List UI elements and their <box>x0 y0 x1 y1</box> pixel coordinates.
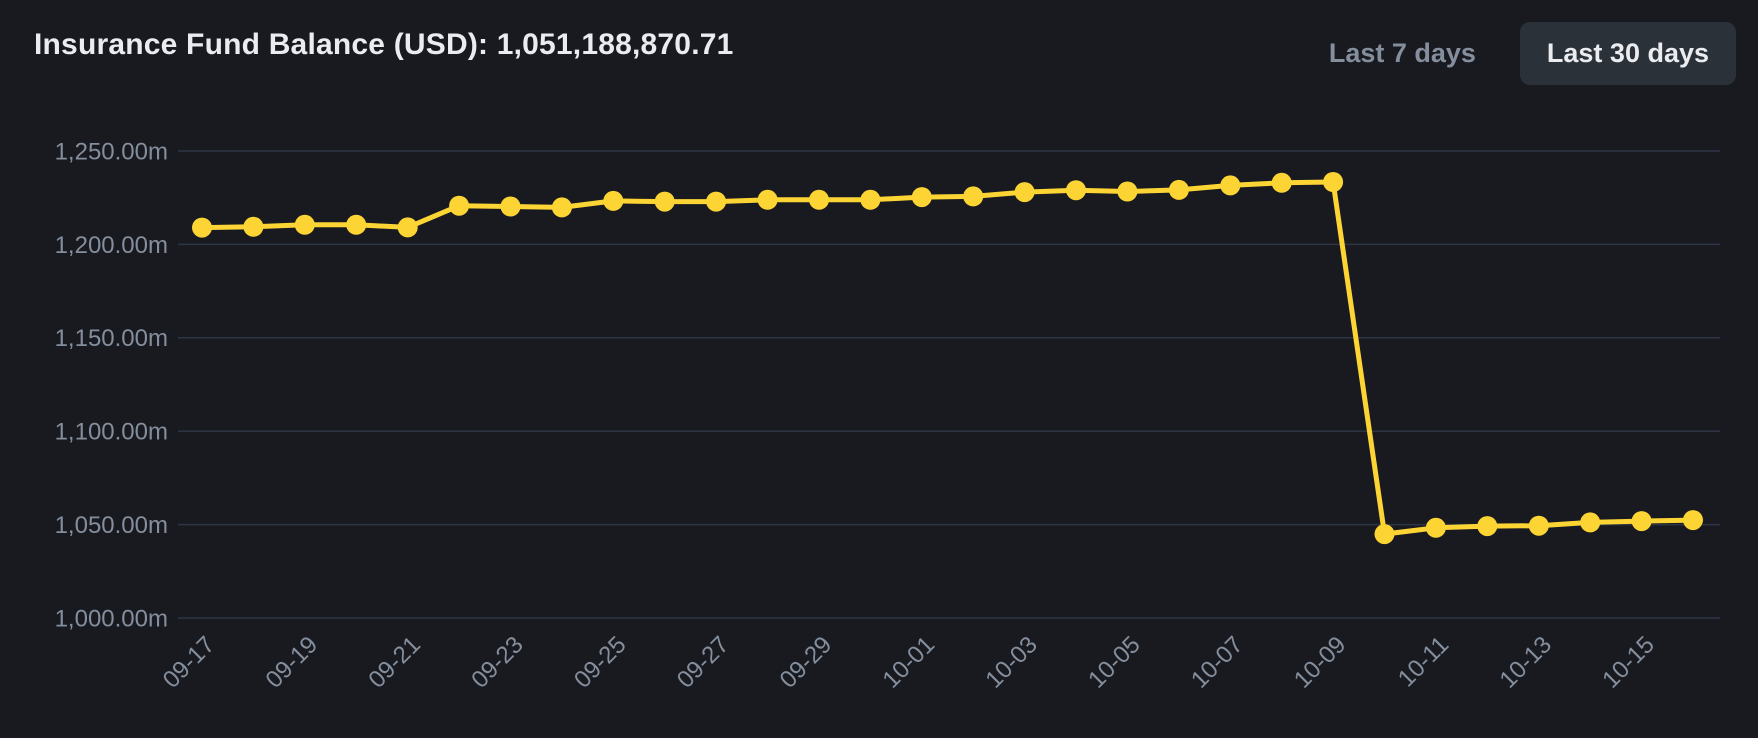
data-point[interactable] <box>1528 515 1549 536</box>
data-point[interactable] <box>706 191 727 212</box>
x-axis-tick-label: 09-29 <box>775 631 838 694</box>
x-axis-tick-label: 10-05 <box>1083 631 1146 694</box>
data-point[interactable] <box>243 216 264 237</box>
y-axis-tick-label: 1,000.00m <box>55 605 168 632</box>
data-point[interactable] <box>1477 516 1498 537</box>
y-axis-tick-label: 1,100.00m <box>55 419 168 446</box>
data-point[interactable] <box>757 189 778 210</box>
x-axis-tick-label: 10-11 <box>1393 631 1454 692</box>
x-axis-tick-label: 09-21 <box>363 631 426 694</box>
x-axis-tick-label: 09-19 <box>261 631 324 694</box>
x-axis-tick-label: 09-23 <box>466 631 529 694</box>
data-point[interactable] <box>397 217 418 238</box>
data-point[interactable] <box>551 197 572 218</box>
data-point[interactable] <box>1168 179 1189 200</box>
data-point[interactable] <box>449 195 470 216</box>
x-axis-tick-label: 10-07 <box>1186 631 1249 694</box>
data-point[interactable] <box>294 214 315 235</box>
tab-last-30-days[interactable]: Last 30 days <box>1519 22 1736 85</box>
data-point[interactable] <box>1683 510 1703 531</box>
data-point[interactable] <box>1425 517 1446 538</box>
x-axis-tick-label: 10-01 <box>878 631 941 694</box>
page-title: Insurance Fund Balance (USD): 1,051,188,… <box>34 28 734 61</box>
x-axis-tick-label: 09-25 <box>569 631 632 694</box>
y-axis-tick-label: 1,250.00m <box>55 138 168 165</box>
tab-last-7-days[interactable]: Last 7 days <box>1328 38 1476 68</box>
data-point[interactable] <box>654 191 675 212</box>
data-point[interactable] <box>603 190 624 211</box>
data-point[interactable] <box>1271 172 1292 193</box>
x-axis-tick-label: 09-27 <box>672 631 735 694</box>
data-point[interactable] <box>911 187 932 208</box>
series-line <box>199 179 1696 537</box>
data-point[interactable] <box>1117 181 1138 202</box>
data-point[interactable] <box>500 196 521 217</box>
y-axis-tick-label: 1,150.00m <box>55 325 168 352</box>
x-axis-tick-label: 10-09 <box>1289 631 1352 694</box>
x-axis-tick-label: 10-03 <box>980 631 1043 694</box>
data-point[interactable] <box>1374 524 1395 545</box>
x-axis-tick-label: 09-17 <box>158 631 221 694</box>
x-axis-tick-label: 10-15 <box>1597 631 1660 694</box>
data-point[interactable] <box>1580 512 1601 533</box>
data-point[interactable] <box>346 214 367 235</box>
x-axis-tick-label: 10-13 <box>1494 631 1557 694</box>
y-axis-tick-label: 1,200.00m <box>55 232 168 259</box>
time-range-tabs: Last 7 days Last 30 days <box>1329 22 1736 85</box>
y-axis-tick-label: 1,050.00m <box>55 512 168 539</box>
data-point[interactable] <box>809 189 829 210</box>
data-point[interactable] <box>1066 180 1086 201</box>
data-point[interactable] <box>1220 175 1241 196</box>
data-point[interactable] <box>1323 172 1344 192</box>
data-point[interactable] <box>192 217 212 238</box>
data-point[interactable] <box>860 189 881 210</box>
data-point[interactable] <box>1014 182 1035 203</box>
data-point[interactable] <box>1631 511 1652 532</box>
data-point[interactable] <box>963 186 984 207</box>
